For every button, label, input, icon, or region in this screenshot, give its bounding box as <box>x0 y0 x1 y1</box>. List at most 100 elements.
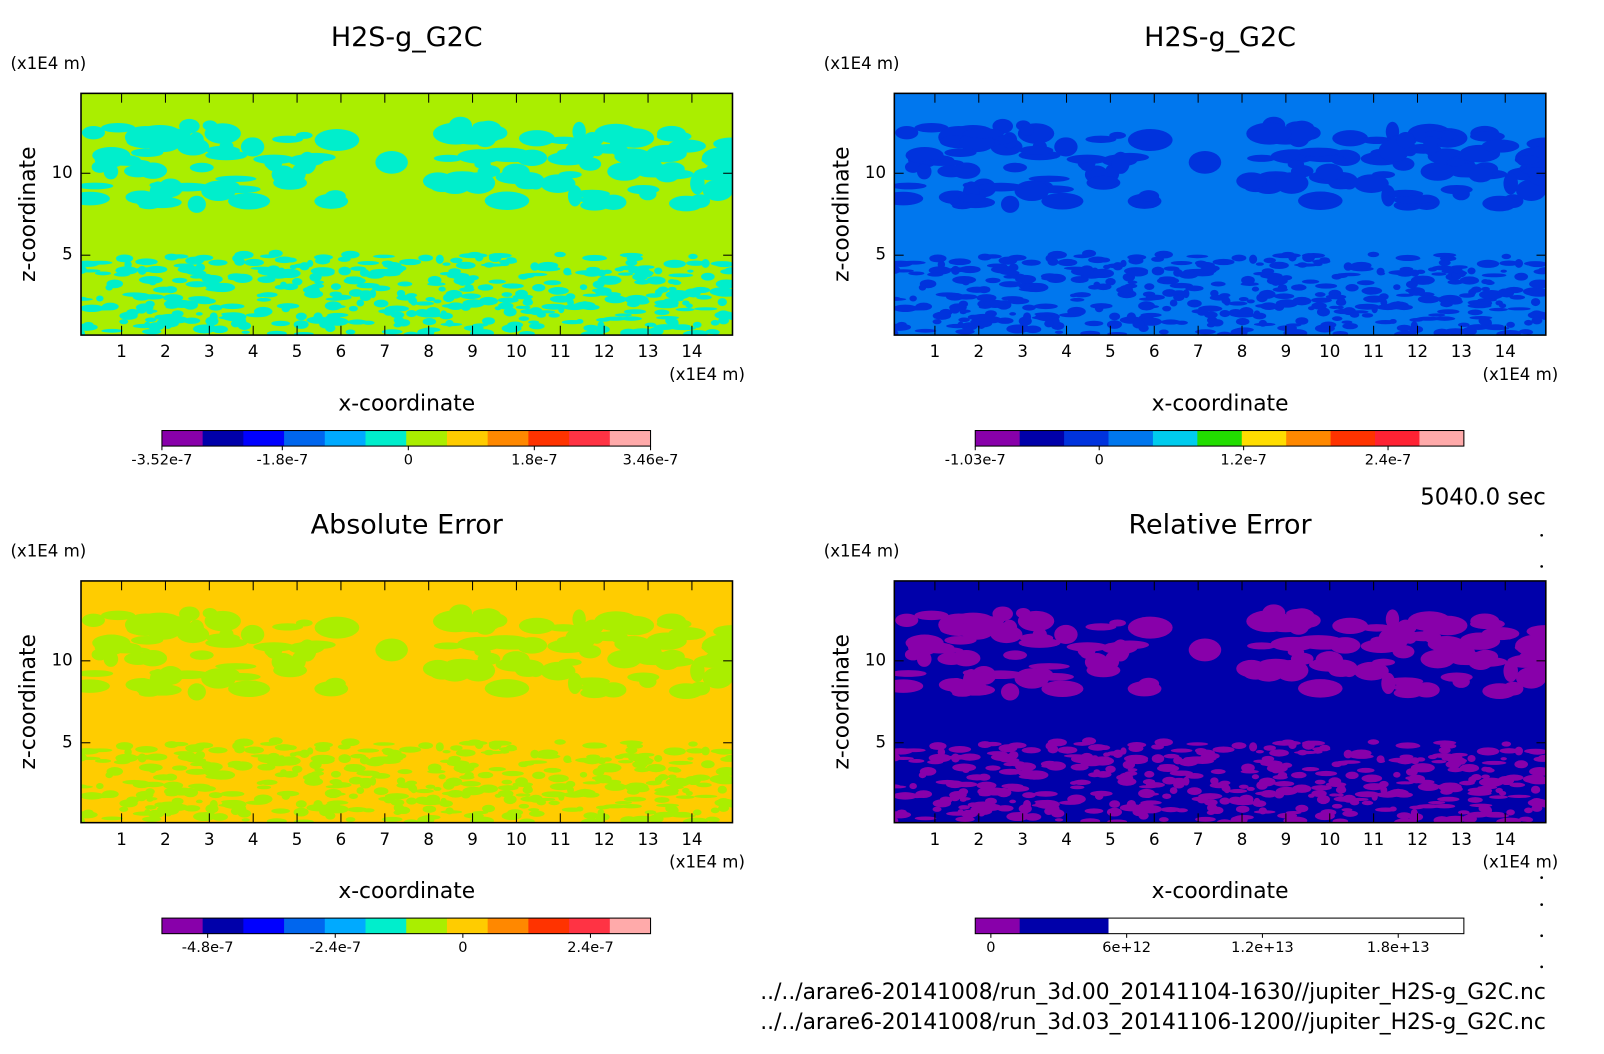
pattern-blob <box>245 800 269 805</box>
pattern-blob <box>696 782 712 788</box>
pattern-blob <box>1316 794 1330 805</box>
pattern-blob <box>1024 813 1042 821</box>
pattern-blob <box>1044 319 1054 328</box>
pattern-blob <box>1301 279 1320 284</box>
pattern-blob <box>1312 259 1331 264</box>
pattern-blob <box>1431 272 1447 276</box>
pattern-blob <box>1111 151 1130 174</box>
pattern-blob <box>1387 677 1424 686</box>
pattern-blob <box>1498 330 1522 336</box>
pattern-blob <box>482 147 528 157</box>
pattern-blob <box>1194 748 1207 754</box>
pattern-blob <box>623 309 647 315</box>
pattern-blob <box>220 303 245 310</box>
pattern-blob <box>908 759 925 763</box>
pattern-blob <box>950 753 961 763</box>
x-tick-label: 6 <box>336 342 347 361</box>
pattern-blob <box>1112 262 1123 271</box>
pattern-blob <box>186 270 207 276</box>
pattern-blob <box>483 262 495 268</box>
pattern-blob <box>999 757 1020 763</box>
pattern-blob <box>221 312 242 316</box>
pattern-blob <box>548 800 560 806</box>
pattern-blob <box>894 670 927 677</box>
pattern-blob <box>1274 659 1309 682</box>
pattern-blob <box>1345 284 1359 292</box>
pattern-blob <box>142 328 162 335</box>
pattern-blob <box>671 768 682 773</box>
pattern-blob <box>1069 293 1078 298</box>
pattern-blob <box>675 307 695 312</box>
pattern-blob <box>701 272 715 281</box>
pattern-blob <box>441 303 462 308</box>
pattern-blob <box>935 779 960 785</box>
pattern-blob <box>664 298 684 302</box>
pattern-blob <box>656 803 679 808</box>
pattern-blob <box>1145 782 1165 788</box>
pattern-blob <box>634 279 650 285</box>
colorbar-frame <box>161 430 652 447</box>
pattern-blob <box>1246 122 1292 145</box>
x-tick-label: 5 <box>292 830 303 849</box>
x-tick-label: 12 <box>1407 342 1428 361</box>
pattern-blob <box>1158 276 1176 281</box>
pattern-blob <box>996 317 1014 324</box>
colorbar-swatch <box>202 918 244 934</box>
pattern-blob <box>1467 797 1483 803</box>
colorbar-swatch <box>1019 918 1065 934</box>
pattern-blob <box>1099 257 1111 263</box>
pattern-blob <box>299 262 310 271</box>
pattern-blob <box>164 670 211 680</box>
pattern-blob <box>1040 273 1059 280</box>
pattern-blob <box>583 812 599 819</box>
pattern-blob <box>1109 312 1121 321</box>
colorbar-swatch <box>365 918 407 934</box>
pattern-blob <box>1443 745 1456 749</box>
x-tick-label: 2 <box>160 830 171 849</box>
pattern-blob <box>347 807 368 813</box>
pattern-blob <box>345 329 356 335</box>
pattern-blob <box>1246 299 1255 304</box>
pattern-blob <box>950 265 961 275</box>
pattern-blob <box>1312 747 1331 752</box>
pattern-blob <box>442 262 451 266</box>
pattern-blob <box>256 297 272 302</box>
pattern-blob <box>951 162 981 179</box>
pattern-blob <box>667 774 677 779</box>
pattern-blob <box>916 163 932 180</box>
pattern-blob <box>503 307 517 317</box>
pattern-blob <box>418 254 434 262</box>
pattern-blob <box>183 805 201 812</box>
pattern-blob <box>582 293 601 297</box>
pattern-blob <box>1251 774 1260 780</box>
pattern-blob <box>717 785 727 794</box>
pattern-blob <box>930 745 946 750</box>
pattern-blob <box>1440 300 1453 308</box>
pattern-blob <box>1329 793 1340 797</box>
pattern-blob <box>930 257 946 263</box>
pattern-blob <box>1405 280 1418 289</box>
pattern-blob <box>1396 269 1415 277</box>
pattern-blob <box>671 280 682 285</box>
pattern-blob <box>1273 293 1295 300</box>
pattern-blob <box>131 148 164 158</box>
pattern-blob <box>597 757 606 765</box>
pattern-blob <box>381 816 403 822</box>
x-tick-label: 2 <box>973 342 984 361</box>
pattern-blob <box>1253 322 1276 327</box>
pattern-blob <box>149 615 192 626</box>
pattern-blob <box>657 774 669 781</box>
pattern-blob <box>494 306 502 311</box>
pattern-blob <box>145 753 168 761</box>
pattern-blob <box>633 645 652 654</box>
colorbar-swatch <box>487 918 529 934</box>
pattern-blob <box>1003 162 1028 173</box>
pattern-blob <box>414 788 434 794</box>
pattern-blob <box>1009 312 1017 316</box>
pattern-blob <box>88 748 113 753</box>
pattern-blob <box>144 317 157 322</box>
pattern-blob <box>138 763 163 772</box>
x-tick-label: 3 <box>204 830 215 849</box>
pattern-blob <box>314 768 325 772</box>
pattern-blob <box>518 316 530 321</box>
